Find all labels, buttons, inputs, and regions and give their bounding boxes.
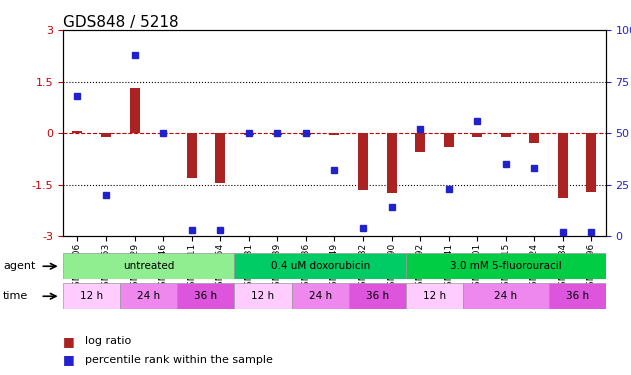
FancyBboxPatch shape (292, 283, 349, 309)
Text: 12 h: 12 h (80, 291, 103, 301)
Bar (244, 133, 254, 135)
Text: 12 h: 12 h (423, 291, 446, 301)
Bar (129, 88, 139, 133)
FancyBboxPatch shape (63, 283, 121, 309)
Text: 24 h: 24 h (309, 291, 332, 301)
Text: log ratio: log ratio (85, 336, 131, 346)
FancyBboxPatch shape (235, 283, 292, 309)
FancyBboxPatch shape (463, 283, 548, 309)
Bar (187, 133, 197, 178)
Bar (387, 133, 396, 193)
Bar (501, 133, 510, 136)
Text: 12 h: 12 h (252, 291, 274, 301)
FancyBboxPatch shape (121, 283, 177, 309)
Text: 3.0 mM 5-fluorouracil: 3.0 mM 5-fluorouracil (450, 261, 562, 271)
Bar (472, 133, 482, 136)
Bar (358, 133, 368, 190)
FancyBboxPatch shape (235, 253, 406, 279)
Text: percentile rank within the sample: percentile rank within the sample (85, 355, 273, 365)
Text: GDS848 / 5218: GDS848 / 5218 (63, 15, 179, 30)
FancyBboxPatch shape (548, 283, 606, 309)
Text: 24 h: 24 h (137, 291, 160, 301)
Bar (273, 133, 282, 135)
Text: ■: ■ (63, 335, 75, 348)
Text: untreated: untreated (123, 261, 174, 271)
Bar (558, 133, 568, 198)
FancyBboxPatch shape (177, 283, 235, 309)
FancyBboxPatch shape (406, 253, 606, 279)
Text: time: time (3, 291, 28, 301)
FancyBboxPatch shape (349, 283, 406, 309)
Bar (215, 133, 225, 183)
Text: 36 h: 36 h (366, 291, 389, 301)
Text: 36 h: 36 h (194, 291, 218, 301)
Bar (301, 133, 311, 135)
Text: agent: agent (3, 261, 35, 271)
Bar (101, 133, 111, 136)
Bar (529, 133, 540, 144)
Bar (444, 133, 454, 147)
FancyBboxPatch shape (63, 253, 235, 279)
Text: 0.4 uM doxorubicin: 0.4 uM doxorubicin (271, 261, 370, 271)
Bar (329, 133, 339, 135)
Text: 24 h: 24 h (494, 291, 517, 301)
Bar (415, 133, 425, 152)
Bar (73, 131, 83, 133)
FancyBboxPatch shape (406, 283, 463, 309)
Text: ■: ■ (63, 354, 75, 366)
Bar (586, 133, 596, 192)
Text: 36 h: 36 h (565, 291, 589, 301)
